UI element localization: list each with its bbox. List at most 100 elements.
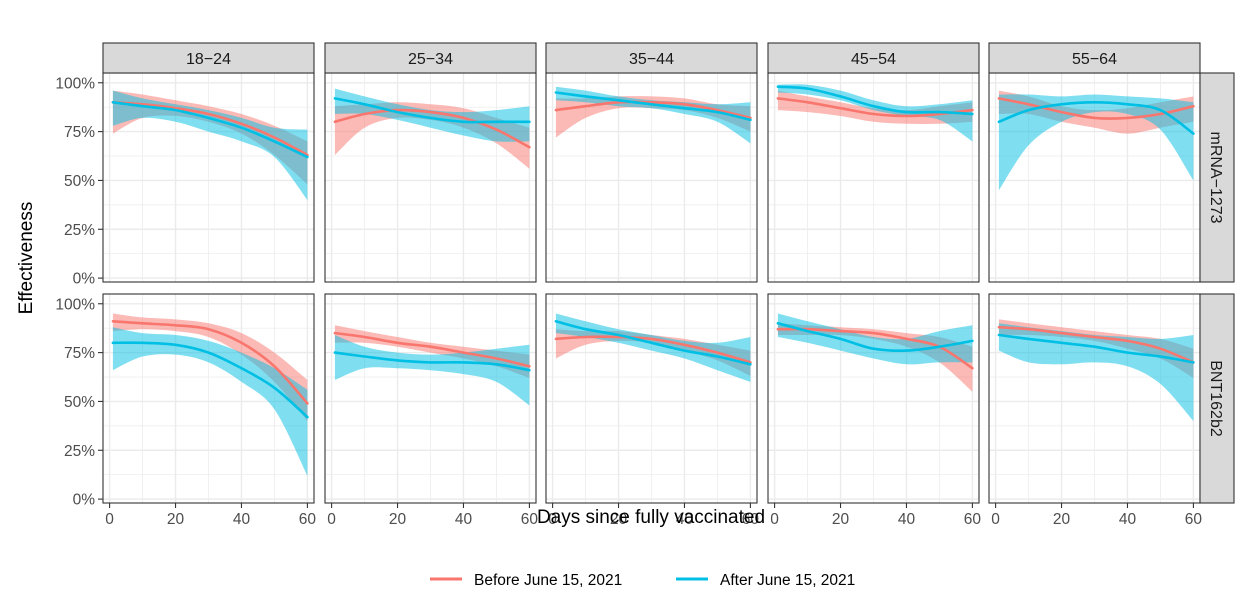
facet-panel [767, 293, 980, 504]
after-series-line [554, 91, 752, 122]
legend-item-after: After June 15, 2021 [676, 572, 855, 589]
before-series-line [776, 97, 974, 118]
y-tick-label: 50% [64, 173, 95, 190]
facet-panel [324, 293, 537, 504]
facet-panel [102, 72, 315, 283]
before-confidence-band [998, 90, 1194, 134]
facet-panel [988, 72, 1201, 283]
after-series-line [111, 341, 309, 419]
after-series-line [554, 320, 752, 366]
facet-panel [324, 72, 537, 283]
y-tick-label: 75% [64, 345, 95, 362]
before-confidence-band [334, 325, 530, 378]
column-strip [988, 42, 1201, 74]
before-series-line [333, 108, 531, 149]
x-tick-label: 0 [327, 511, 336, 528]
x-tick-label: 20 [1053, 511, 1071, 528]
y-axes: 0% 25% 50% 75% 100% 0% 25% 50% 75% 100% [55, 75, 103, 509]
column-strip [102, 42, 315, 74]
y-tick-label: 25% [64, 443, 95, 460]
facet-panel [102, 293, 315, 504]
after-confidence-band [112, 327, 308, 476]
legend: Before June 15, 2021 After June 15, 2021 [430, 572, 855, 589]
row-strip-label: mRNA−1273 [1207, 131, 1224, 223]
x-tick-label: 20 [832, 511, 850, 528]
column-strip-label: 45−54 [851, 51, 896, 68]
before-series-line [554, 100, 752, 120]
facet-panels [102, 72, 1201, 504]
after-series-line [776, 85, 974, 116]
after-series-line [333, 351, 531, 372]
facet-panel [545, 293, 758, 504]
before-series-line [554, 335, 752, 364]
panel-border [102, 293, 315, 504]
before-series-line [111, 320, 309, 405]
y-tick-label: 50% [64, 394, 95, 411]
panel-border [324, 293, 537, 504]
x-tick-label: 0 [770, 511, 779, 528]
after-confidence-band [555, 313, 751, 382]
before-series-line [997, 325, 1195, 364]
x-tick-label: 60 [742, 511, 760, 528]
x-tick-label: 40 [1119, 511, 1137, 528]
after-confidence-band [998, 323, 1194, 421]
panel-border [545, 293, 758, 504]
x-tick-label: 40 [455, 511, 473, 528]
y-tick-label: 75% [64, 124, 95, 141]
column-strip-label: 18−24 [186, 51, 231, 68]
column-strip [324, 42, 537, 74]
before-series-line [111, 101, 309, 157]
row-strip [1199, 293, 1235, 504]
x-tick-label: 40 [676, 511, 694, 528]
before-series-line [997, 97, 1195, 120]
legend-label: Before June 15, 2021 [474, 572, 622, 589]
x-tick-label: 0 [991, 511, 1000, 528]
after-series-line [997, 100, 1195, 135]
legend-label: After June 15, 2021 [720, 572, 855, 589]
panel-border [767, 293, 980, 504]
y-tick-label: 0% [73, 271, 96, 288]
x-tick-label: 20 [389, 511, 407, 528]
before-confidence-band [555, 329, 751, 376]
x-tick-label: 40 [898, 511, 916, 528]
after-confidence-band [777, 313, 973, 365]
x-axes: 0 20 40 60 0 20 40 60 0 20 40 60 0 20 40 60 0 20 40 60 [105, 503, 1202, 528]
facet-panel [767, 72, 980, 283]
after-confidence-band [112, 90, 308, 200]
x-tick-label: 60 [299, 511, 317, 528]
facet-panel [545, 72, 758, 283]
after-series-line [997, 333, 1195, 364]
y-tick-label: 0% [73, 492, 96, 509]
after-confidence-band [334, 335, 530, 406]
column-strip-label: 55−64 [1072, 51, 1117, 68]
legend-item-before: Before June 15, 2021 [430, 572, 622, 589]
row-strips: mRNA−1273 BNT162b2 [1199, 72, 1235, 504]
facet-panel [988, 293, 1201, 504]
before-series-line [333, 331, 531, 368]
after-series-line [776, 322, 974, 353]
y-tick-label: 100% [55, 75, 95, 92]
column-strip-label: 35−44 [629, 51, 674, 68]
x-tick-label: 40 [233, 511, 251, 528]
column-strip [767, 42, 980, 74]
y-tick-label: 25% [64, 222, 95, 239]
after-confidence-band [334, 88, 530, 142]
x-tick-label: 0 [548, 511, 557, 528]
x-tick-label: 60 [964, 511, 982, 528]
after-series-line [333, 97, 531, 124]
x-axis-label: Days since fully vaccinated [537, 507, 765, 528]
x-tick-label: 60 [521, 511, 539, 528]
column-strip-label: 25−34 [408, 51, 453, 68]
after-confidence-band [998, 94, 1194, 191]
column-strip [545, 42, 758, 74]
after-series-line [111, 101, 309, 159]
y-tick-label: 100% [55, 296, 95, 313]
x-tick-label: 0 [105, 511, 114, 528]
after-confidence-band [555, 86, 751, 144]
x-tick-label: 60 [1185, 511, 1203, 528]
x-tick-label: 20 [610, 511, 628, 528]
y-axis-label: Effectiveness [16, 202, 37, 315]
row-strip-label: BNT162b2 [1207, 360, 1224, 437]
x-tick-label: 20 [167, 511, 185, 528]
